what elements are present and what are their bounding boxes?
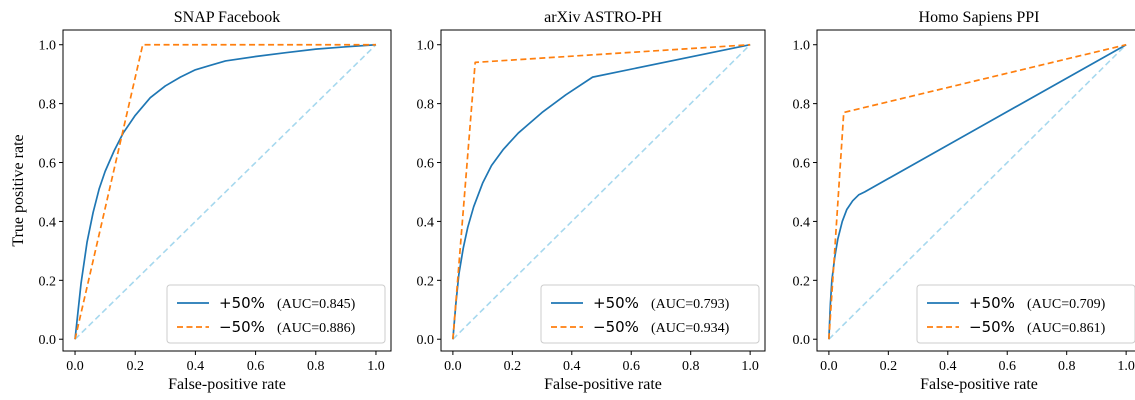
legend-auc-label: (AUC=0.709) bbox=[1027, 297, 1106, 312]
plot-area bbox=[828, 43, 1127, 340]
chart-panel-1: SNAP Facebook 0.0 0.2 0.4 0.6 0.8 1.0 0.0 0.2 0.4… bbox=[10, 9, 392, 393]
legend: +50% (AUC=0.709) −50% (AUC=0.861) bbox=[916, 284, 1135, 344]
x-tick-label: 0.0 bbox=[820, 359, 838, 374]
chart-title: arXiv ASTRO-PH bbox=[544, 9, 662, 26]
y-tick-label: 0.6 bbox=[793, 157, 811, 172]
x-tick-label: 1.0 bbox=[741, 359, 759, 374]
series-line-minus-50 bbox=[828, 43, 1127, 340]
x-tick-label: 0.4 bbox=[187, 359, 205, 374]
legend-auc-label: (AUC=0.886) bbox=[277, 321, 356, 336]
legend-series-name: +50% bbox=[593, 294, 639, 312]
legend-series-name: −50% bbox=[969, 318, 1015, 336]
y-tick-label: 0.2 bbox=[39, 274, 57, 289]
y-tick-label: 0.0 bbox=[793, 333, 811, 348]
legend-series-name: +50% bbox=[969, 294, 1015, 312]
x-axis-label: False-positive rate bbox=[920, 376, 1038, 393]
x-tick-label: 0.4 bbox=[563, 359, 581, 374]
axes-frame bbox=[440, 29, 766, 352]
legend-auc-label: (AUC=0.934) bbox=[651, 321, 730, 336]
x-tick-label: 0.6 bbox=[998, 359, 1016, 374]
x-tick-label: 0.0 bbox=[66, 359, 84, 374]
y-tick-label: 0.8 bbox=[793, 98, 811, 113]
reference-diagonal bbox=[452, 44, 751, 340]
legend-series-name: −50% bbox=[219, 318, 265, 336]
legend-series-name: +50% bbox=[219, 294, 265, 312]
plot-area bbox=[452, 43, 751, 340]
x-tick-label: 1.0 bbox=[1117, 359, 1135, 374]
x-axis-label: False-positive rate bbox=[544, 376, 662, 393]
legend: +50% (AUC=0.793) −50% (AUC=0.934) bbox=[540, 284, 760, 344]
chart-title: Homo Sapiens PPI bbox=[919, 9, 1040, 26]
x-tick-label: 0.2 bbox=[126, 359, 144, 374]
y-tick-label: 1.0 bbox=[793, 39, 811, 54]
y-tick-label: 0.4 bbox=[793, 215, 811, 230]
y-tick-label: 1.0 bbox=[39, 39, 57, 54]
chart-panel-3: Homo Sapiens PPI 0.0 0.2 0.4 0.6 0.8 1.0 0.0 0.2… bbox=[793, 9, 1135, 393]
y-tick-label: 0.8 bbox=[417, 98, 435, 113]
x-tick-label: 0.8 bbox=[1058, 359, 1076, 374]
series-line-plus-50 bbox=[452, 43, 751, 340]
y-tick-label: 0.0 bbox=[39, 333, 57, 348]
series-line-minus-50 bbox=[452, 43, 751, 340]
legend: +50% (AUC=0.845) −50% (AUC=0.886) bbox=[166, 284, 386, 344]
axes-frame bbox=[816, 29, 1135, 352]
y-tick-label: 0.2 bbox=[417, 274, 435, 289]
series-line-plus-50 bbox=[74, 43, 377, 340]
y-axis-label: True positive rate bbox=[10, 134, 27, 246]
x-axis-label: False-positive rate bbox=[168, 376, 286, 393]
legend-box bbox=[166, 284, 386, 344]
chart-title: SNAP Facebook bbox=[174, 9, 281, 26]
y-tick-label: 0.6 bbox=[417, 157, 435, 172]
reference-diagonal bbox=[74, 44, 377, 340]
x-tick-label: 0.6 bbox=[622, 359, 640, 374]
axes-frame bbox=[62, 29, 392, 352]
y-tick-label: 0.4 bbox=[39, 215, 57, 230]
x-tick-label: 0.2 bbox=[504, 359, 522, 374]
legend-box bbox=[916, 284, 1135, 344]
x-tick-label: 0.0 bbox=[444, 359, 462, 374]
y-tick-label: 0.6 bbox=[39, 157, 57, 172]
reference-diagonal bbox=[828, 44, 1127, 340]
figure-content: SNAP Facebook 0.0 0.2 0.4 0.6 0.8 1.0 0.0 0.2 0.4… bbox=[10, 9, 1135, 393]
series-line-plus-50 bbox=[828, 43, 1127, 340]
y-tick-label: 0.8 bbox=[39, 98, 57, 113]
y-tick-label: 0.0 bbox=[417, 333, 435, 348]
legend-box bbox=[540, 284, 760, 344]
y-tick-label: 0.4 bbox=[417, 215, 435, 230]
legend-auc-label: (AUC=0.793) bbox=[651, 297, 730, 312]
x-tick-label: 0.2 bbox=[880, 359, 898, 374]
x-tick-label: 0.4 bbox=[939, 359, 957, 374]
legend-auc-label: (AUC=0.861) bbox=[1027, 321, 1106, 336]
x-tick-label: 0.8 bbox=[307, 359, 325, 374]
x-tick-label: 0.6 bbox=[247, 359, 265, 374]
x-tick-label: 1.0 bbox=[367, 359, 385, 374]
series-line-minus-50 bbox=[74, 43, 376, 340]
y-tick-label: 1.0 bbox=[417, 39, 435, 54]
legend-series-name: −50% bbox=[593, 318, 639, 336]
chart-panel-2: arXiv ASTRO-PH 0.0 0.2 0.4 0.6 0.8 1.0 0.0 0.2 0.… bbox=[417, 9, 766, 393]
plot-area bbox=[74, 43, 377, 340]
legend-auc-label: (AUC=0.845) bbox=[277, 297, 356, 312]
y-tick-label: 0.2 bbox=[793, 274, 811, 289]
x-tick-label: 0.8 bbox=[682, 359, 700, 374]
